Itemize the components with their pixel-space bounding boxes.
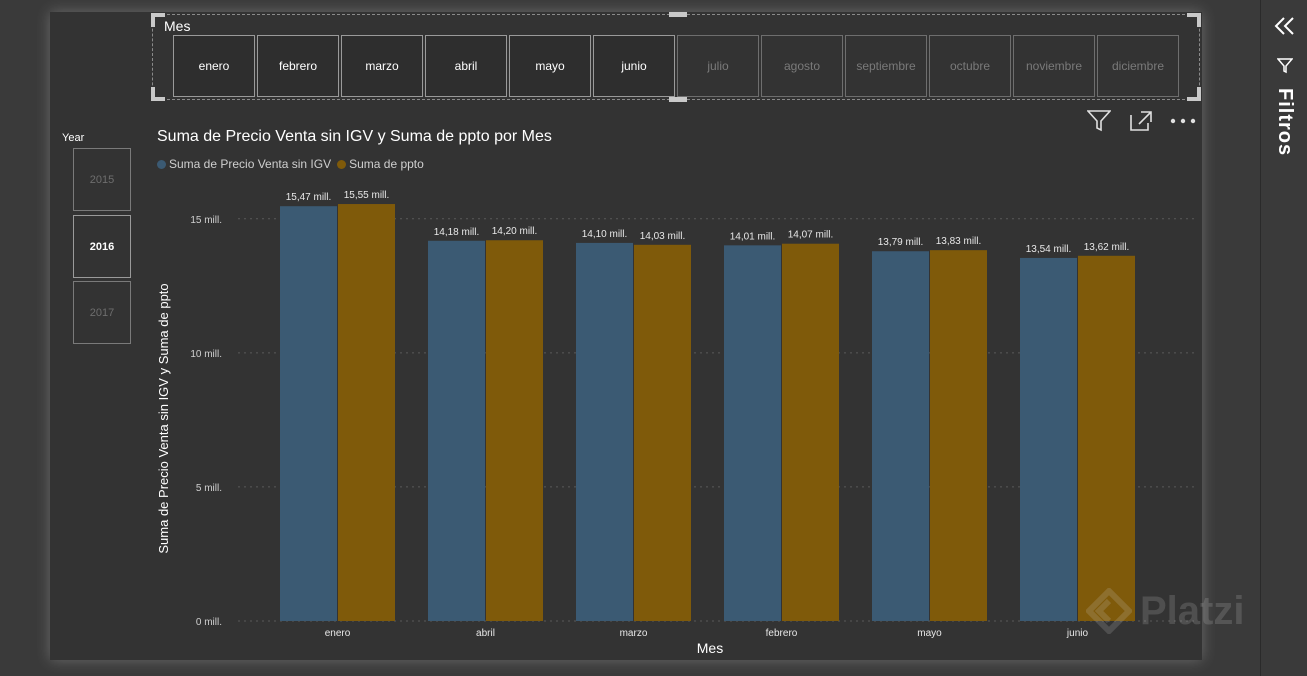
- month-button-octubre[interactable]: octubre: [929, 35, 1011, 97]
- data-label: 14,10 mill.: [582, 229, 628, 240]
- filters-pane[interactable]: Filtros: [1260, 0, 1307, 676]
- y-tick-label: 15 mill.: [190, 215, 222, 226]
- resize-handle[interactable]: [669, 97, 687, 102]
- bar-precio-marzo[interactable]: [576, 242, 633, 621]
- bar-precio-febrero[interactable]: [724, 245, 781, 622]
- x-tick-label: abril: [476, 628, 495, 639]
- double-chevron-left-icon[interactable]: [1273, 14, 1297, 43]
- resize-handle[interactable]: [1187, 13, 1201, 27]
- x-tick-label: mayo: [917, 628, 942, 639]
- chart-legend: Suma de Precio Venta sin IGV Suma de ppt…: [157, 157, 424, 171]
- mes-slicer-title: Mes: [164, 18, 191, 34]
- focus-mode-icon[interactable]: [1128, 108, 1154, 134]
- month-button-agosto[interactable]: agosto: [761, 35, 843, 97]
- x-tick-label: febrero: [766, 628, 798, 639]
- data-label: 14,03 mill.: [640, 231, 686, 242]
- bar-precio-mayo[interactable]: [872, 251, 929, 621]
- y-tick-label: 5 mill.: [196, 483, 222, 494]
- chart-title: Suma de Precio Venta sin IGV y Suma de p…: [157, 128, 552, 145]
- data-label: 15,55 mill.: [344, 190, 390, 201]
- month-button-marzo[interactable]: marzo: [341, 35, 423, 97]
- month-button-noviembre[interactable]: noviembre: [1013, 35, 1095, 97]
- data-label: 14,07 mill.: [788, 230, 834, 241]
- legend-label-ppto: Suma de ppto: [349, 157, 424, 171]
- bar-ppto-enero[interactable]: [338, 204, 395, 621]
- legend-item-precio[interactable]: Suma de Precio Venta sin IGV: [157, 157, 331, 171]
- x-tick-label: junio: [1066, 628, 1089, 639]
- bar-precio-junio[interactable]: [1020, 257, 1077, 621]
- data-label: 13,54 mill.: [1026, 244, 1072, 255]
- legend-label-precio: Suma de Precio Venta sin IGV: [169, 157, 332, 171]
- month-button-junio[interactable]: junio: [593, 35, 675, 97]
- bar-ppto-junio[interactable]: [1078, 255, 1135, 621]
- month-button-abril[interactable]: abril: [425, 35, 507, 97]
- data-label: 14,18 mill.: [434, 227, 480, 238]
- year-button-2016[interactable]: 2016: [73, 215, 131, 278]
- data-label: 13,79 mill.: [878, 237, 924, 248]
- bar-ppto-febrero[interactable]: [782, 243, 839, 621]
- legend-dot-ppto: [337, 159, 347, 169]
- month-button-enero[interactable]: enero: [173, 35, 255, 97]
- y-tick-label: 10 mill.: [190, 349, 222, 360]
- resize-handle[interactable]: [151, 13, 165, 27]
- month-button-row: enero febrero marzo abril mayo junio julio agos…: [173, 35, 1179, 97]
- data-label: 15,47 mill.: [286, 192, 332, 203]
- month-button-febrero[interactable]: febrero: [257, 35, 339, 97]
- funnel-icon: [1276, 58, 1294, 79]
- y-tick-label: 0 mill.: [196, 617, 222, 628]
- bar-ppto-mayo[interactable]: [930, 250, 987, 621]
- visual-header-toolbar: [1086, 108, 1196, 134]
- x-axis-title: Mes: [697, 640, 723, 656]
- x-tick-label: marzo: [620, 628, 648, 639]
- bar-ppto-marzo[interactable]: [634, 244, 691, 621]
- clustered-bar-chart[interactable]: 0 mill. 5 mill. 10 mill. 15 mill. Suma de Pr…: [150, 176, 1200, 660]
- resize-handle[interactable]: [1187, 87, 1201, 101]
- data-label: 13,62 mill.: [1084, 242, 1130, 253]
- x-tick-label: enero: [325, 628, 351, 639]
- data-label: 13,83 mill.: [936, 236, 982, 247]
- year-slicer-title: Year: [62, 132, 85, 144]
- more-options-icon[interactable]: [1170, 108, 1196, 134]
- legend-dot-precio: [157, 159, 166, 169]
- resize-handle[interactable]: [669, 12, 687, 17]
- platzi-watermark: Platzi: [1086, 588, 1244, 634]
- data-label: 14,20 mill.: [492, 226, 538, 237]
- year-slicer: Year: [62, 132, 132, 144]
- y-axis-title: Suma de Precio Venta sin IGV y Suma de p…: [156, 283, 171, 553]
- month-button-diciembre[interactable]: diciembre: [1097, 35, 1179, 97]
- resize-handle[interactable]: [151, 87, 165, 101]
- mes-slicer[interactable]: Mes enero febrero marzo abril mayo junio julio…: [151, 12, 1201, 102]
- filters-pane-label: Filtros: [1274, 88, 1296, 157]
- year-button-2017[interactable]: 2017: [73, 281, 131, 344]
- month-button-julio[interactable]: julio: [677, 35, 759, 97]
- filter-icon[interactable]: [1086, 108, 1112, 134]
- bar-precio-enero[interactable]: [280, 206, 337, 621]
- month-button-septiembre[interactable]: septiembre: [845, 35, 927, 97]
- year-button-2015[interactable]: 2015: [73, 148, 131, 211]
- legend-item-ppto[interactable]: Suma de ppto: [337, 157, 424, 171]
- bar-ppto-abril[interactable]: [486, 240, 543, 621]
- bar-precio-abril[interactable]: [428, 240, 485, 621]
- data-label: 14,01 mill.: [730, 231, 776, 242]
- month-button-mayo[interactable]: mayo: [509, 35, 591, 97]
- watermark-text: Platzi: [1140, 588, 1245, 633]
